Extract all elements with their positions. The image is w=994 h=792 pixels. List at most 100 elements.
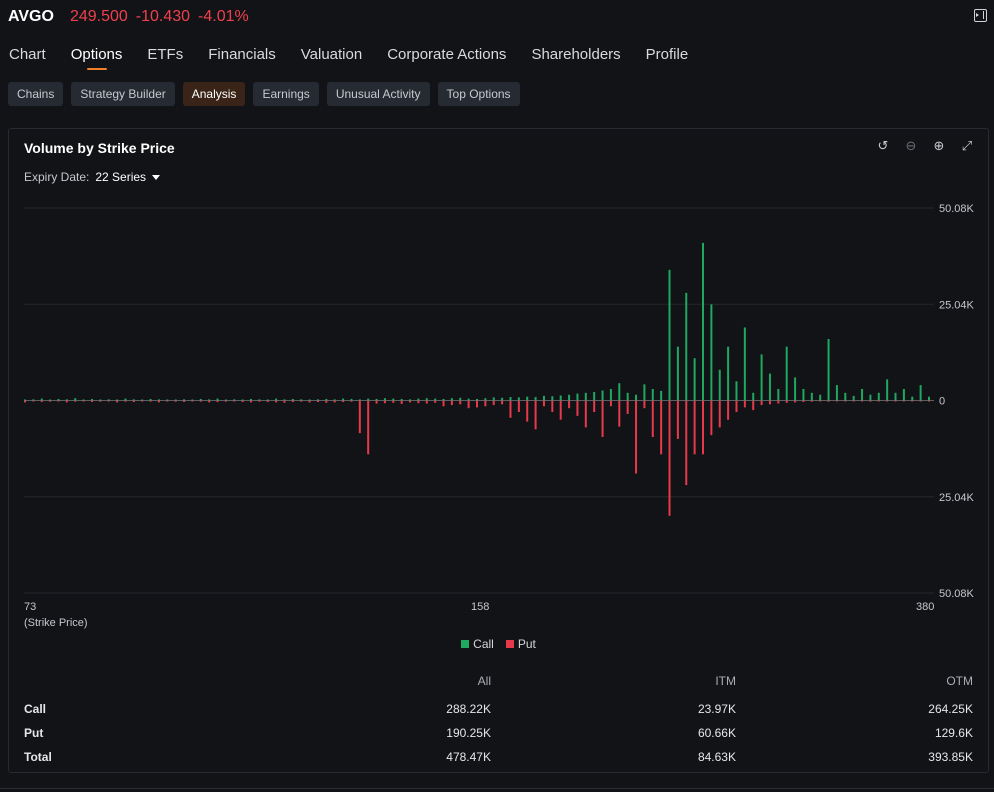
call-bar: [735, 381, 738, 401]
put-bar: [794, 400, 797, 403]
reset-icon[interactable]: ↺: [877, 138, 889, 153]
call-bar: [852, 395, 855, 401]
put-bar: [392, 400, 395, 403]
put-bar: [618, 400, 621, 427]
put-bar: [886, 400, 889, 402]
tab-valuation[interactable]: Valuation: [300, 46, 363, 63]
bottom-divider: [0, 788, 994, 789]
call-bar: [124, 398, 127, 401]
put-bar: [350, 400, 353, 402]
summary-row-total: Total 478.47K 84.63K 393.85K: [24, 745, 973, 769]
tab-profile[interactable]: Profile: [645, 46, 689, 63]
zoom-out-icon[interactable]: ⊖: [905, 138, 917, 153]
subtab-earnings[interactable]: Earnings: [253, 82, 319, 106]
subtab-top-options[interactable]: Top Options: [437, 82, 520, 106]
subtab-chains[interactable]: Chains: [8, 82, 64, 106]
call-bar: [342, 398, 345, 401]
call-bar: [835, 385, 838, 401]
call-bar: [82, 399, 85, 401]
put-bar: [752, 400, 755, 411]
put-bar: [852, 400, 855, 402]
put-bar: [760, 400, 763, 406]
put-bar: [191, 400, 194, 402]
call-bar: [141, 399, 144, 401]
tab-etfs[interactable]: ETFs: [147, 46, 184, 63]
cell-otm: 129.6K: [934, 726, 973, 740]
call-bar: [224, 399, 227, 401]
call-bar: [417, 398, 420, 401]
collapse-panel-icon[interactable]: [974, 9, 987, 22]
cell-itm: 84.63K: [697, 750, 736, 764]
put-bar: [844, 400, 847, 402]
zoom-in-icon[interactable]: ⊕: [933, 138, 945, 153]
tab-chart[interactable]: Chart: [9, 46, 46, 63]
row-label: Call: [24, 702, 47, 716]
put-bar: [367, 400, 370, 455]
call-bar: [902, 388, 905, 401]
put-bar: [643, 400, 646, 409]
call-bar: [526, 396, 529, 401]
call-bar: [250, 398, 252, 401]
put-bar: [400, 400, 403, 404]
subtab-analysis[interactable]: Analysis: [182, 82, 246, 106]
put-bar: [199, 400, 202, 402]
call-bar: [844, 392, 847, 401]
put-bar: [509, 400, 512, 418]
put-bar: [877, 400, 880, 402]
put-bar: [601, 400, 604, 438]
call-bar: [316, 399, 319, 401]
put-bar: [82, 400, 85, 402]
legend-call[interactable]: Call: [461, 637, 494, 651]
ticker-symbol: AVGO: [8, 8, 54, 25]
fullscreen-icon[interactable]: ⤢: [961, 138, 973, 153]
call-bar: [283, 399, 286, 401]
call-bar: [308, 399, 311, 401]
y-tick-label: 0: [939, 396, 945, 408]
subtab-unusual-activity[interactable]: Unusual Activity: [326, 82, 430, 106]
call-bar: [702, 242, 704, 401]
call-bar: [425, 398, 428, 401]
call-bar: [710, 304, 713, 401]
header-itm: ITM: [715, 674, 736, 688]
call-bar: [24, 399, 26, 401]
subtab-strategy-builder[interactable]: Strategy Builder: [71, 82, 175, 106]
put-bar: [911, 400, 914, 402]
volume-summary-table: All ITM OTM Call 288.22K 23.97K 264.25K …: [24, 669, 973, 769]
put-bar: [333, 400, 336, 403]
cell-itm: 60.66K: [697, 726, 736, 740]
call-bar: [233, 399, 236, 401]
tab-financials[interactable]: Financials: [208, 46, 276, 63]
cell-otm: 264.25K: [928, 702, 973, 716]
call-bar: [375, 398, 378, 401]
call-bar: [593, 392, 596, 401]
put-bar: [116, 400, 119, 403]
call-bar: [65, 399, 68, 401]
call-bar: [911, 396, 914, 401]
expiry-dropdown[interactable]: 22 Series: [95, 170, 161, 184]
summary-row-call: Call 288.22K 23.97K 264.25K: [24, 697, 973, 721]
tab-shareholders[interactable]: Shareholders: [531, 46, 621, 63]
call-bar: [383, 398, 386, 401]
call-bar: [777, 388, 780, 401]
chevron-down-icon: [152, 174, 161, 180]
tab-corporate-actions[interactable]: Corporate Actions: [387, 46, 507, 63]
call-bar: [601, 390, 604, 401]
call-bar: [685, 292, 688, 401]
legend-put[interactable]: Put: [505, 637, 536, 651]
put-bar: [266, 400, 269, 403]
put-bar: [442, 400, 445, 407]
put-bar: [568, 400, 571, 409]
tab-options[interactable]: Options: [70, 46, 123, 70]
put-bar: [149, 400, 152, 402]
put-bar: [928, 400, 930, 402]
call-bar: [99, 399, 102, 401]
put-bar: [383, 400, 386, 404]
summary-header-row: All ITM OTM: [24, 669, 973, 693]
put-bar: [693, 400, 696, 455]
put-bar: [819, 400, 822, 402]
call-bar: [166, 399, 169, 401]
put-bar: [316, 400, 319, 403]
call-bar: [768, 373, 771, 401]
call-bar: [409, 399, 412, 401]
panel-title: Volume by Strike Price: [24, 140, 175, 156]
